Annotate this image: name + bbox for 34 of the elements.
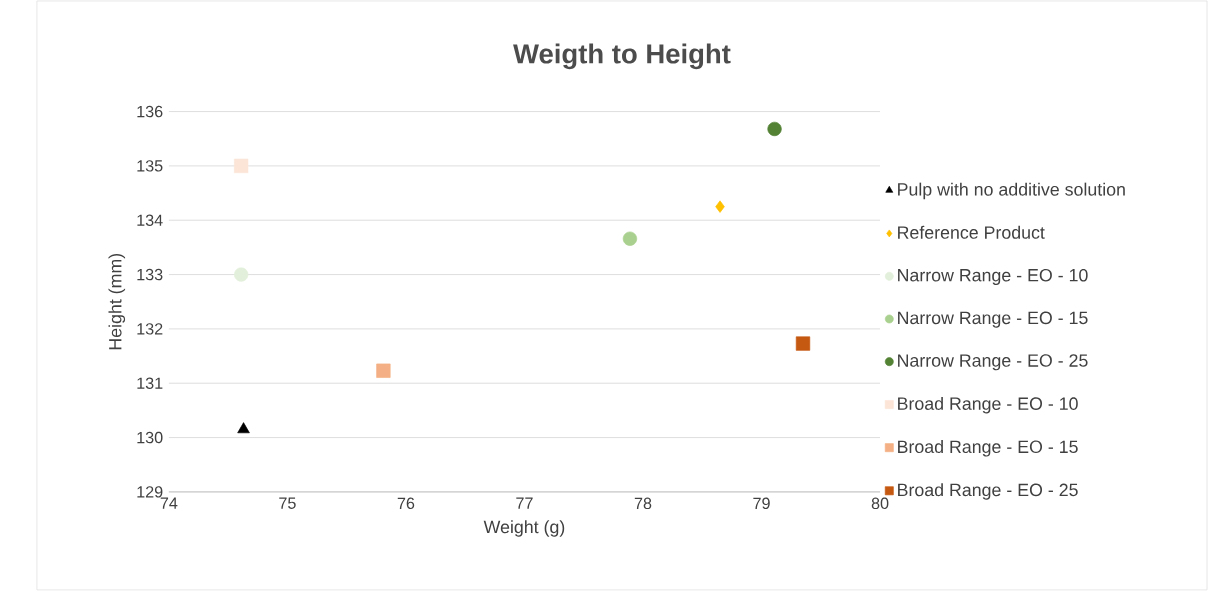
x-tick-label: 79 xyxy=(753,497,770,510)
point xyxy=(234,267,249,282)
legend-label: Pulp with no additive solution xyxy=(898,182,1125,200)
y-tick-label: 135 xyxy=(137,160,163,172)
y-tick-label: 129 xyxy=(137,486,163,498)
x-tick-label: 78 xyxy=(634,497,652,510)
x-tick-label: 76 xyxy=(397,497,415,510)
legend-label: Broad Range - EO - 10 xyxy=(898,396,1078,414)
y-tick-label: 131 xyxy=(137,377,163,390)
point xyxy=(622,231,638,246)
y-tick-label: 133 xyxy=(137,268,163,281)
chart-title: Weigth to Height xyxy=(513,43,731,70)
point xyxy=(376,363,391,378)
y-tick-label: 132 xyxy=(137,323,163,335)
legend-label: Narrow Range - EO - 25 xyxy=(898,354,1088,371)
legend-label: Broad Range - EO - 15 xyxy=(898,440,1078,457)
point xyxy=(715,200,725,213)
y-axis-title: Height (mm) xyxy=(108,254,126,350)
point xyxy=(795,336,811,351)
point xyxy=(234,158,249,174)
x-tick-label: 80 xyxy=(871,497,889,510)
legend-label: Narrow Range - EO - 15 xyxy=(898,311,1088,328)
y-tick-label: 134 xyxy=(137,214,163,227)
x-tick-label: 75 xyxy=(279,497,296,509)
x-axis-title: Weight (g) xyxy=(483,520,565,537)
x-tick-label: 74 xyxy=(160,497,178,509)
y-tick-label: 136 xyxy=(137,105,163,118)
legend-label: Narrow Range - EO - 10 xyxy=(898,268,1088,286)
point xyxy=(767,121,782,137)
legend-label: Broad Range - EO - 25 xyxy=(898,483,1078,500)
x-tick-label: 77 xyxy=(516,497,533,509)
legend-label: Reference Product xyxy=(898,225,1045,239)
point xyxy=(237,422,250,434)
y-tick-label: 130 xyxy=(137,431,163,444)
